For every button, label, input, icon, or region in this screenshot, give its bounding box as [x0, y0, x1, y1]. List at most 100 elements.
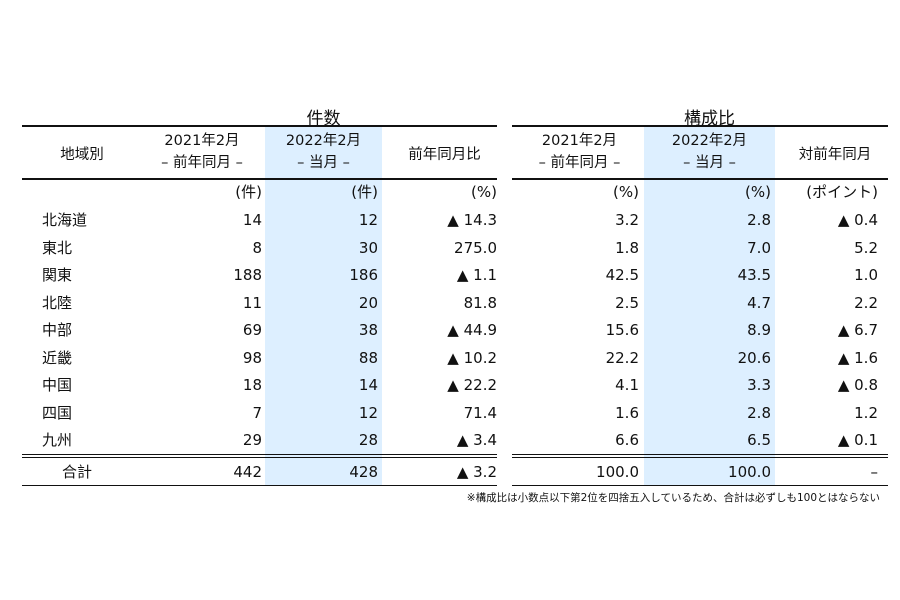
row-yoy-ratio: ▲ 14.3 — [447, 211, 497, 229]
unit-yoy: (%) — [471, 183, 497, 201]
row-ratio-diff: 1.0 — [854, 266, 878, 284]
row-curr-count: 20 — [358, 293, 378, 312]
total-rule-right-1 — [512, 454, 888, 456]
header-ratio-prev-year: 2021年2月 — [541, 133, 618, 149]
row-yoy-ratio: 275.0 — [454, 238, 497, 257]
row-ratio-prev: 15.6 — [605, 321, 639, 339]
total-rule-left-2 — [22, 457, 497, 459]
row-region-name: 中国 — [42, 376, 73, 394]
unit-ratio-diff: (ポイント) — [806, 183, 878, 201]
row-yoy-ratio: ▲ 1.1 — [456, 266, 497, 284]
header-prev-sub: – 前年同月 – — [161, 155, 243, 171]
row-ratio-diff: 2.2 — [854, 293, 878, 312]
row-ratio-prev: 6.6 — [615, 431, 639, 449]
row-ratio-curr: 20.6 — [737, 348, 771, 367]
header-rule-right — [512, 178, 888, 180]
row-prev-count: 14 — [242, 211, 262, 229]
row-ratio-curr: 4.7 — [747, 293, 771, 312]
row-curr-count: 30 — [358, 238, 378, 257]
header-region: 地域別 — [60, 147, 104, 163]
header-ratio-curr-year: 2022年2月 — [671, 133, 748, 149]
total-yoy: ▲ 3.2 — [456, 463, 497, 481]
row-region-name: 北海道 — [42, 211, 88, 229]
row-ratio-curr: 2.8 — [747, 403, 771, 422]
row-prev-count: 69 — [242, 321, 262, 339]
unit-ratio-curr: (%) — [745, 183, 771, 201]
row-curr-count: 28 — [358, 431, 378, 449]
header-curr-sub: – 当月 – — [297, 155, 350, 171]
top-rule-right — [512, 125, 888, 127]
row-ratio-curr: 3.3 — [747, 376, 771, 394]
row-ratio-diff: ▲ 0.1 — [837, 431, 878, 449]
regional-table: 件数 構成比 地域別 2021年2月 – 前年同月 – 2022年2月 – 当月… — [22, 100, 888, 504]
row-prev-count: 18 — [242, 376, 262, 394]
row-prev-count: 188 — [233, 266, 262, 284]
unit-curr-count: (件) — [351, 183, 378, 201]
row-yoy-ratio: ▲ 3.4 — [456, 431, 497, 449]
current-count-column-highlight — [265, 126, 382, 485]
row-region-name: 四国 — [42, 403, 73, 422]
row-ratio-curr: 6.5 — [747, 431, 771, 449]
row-prev-count: 98 — [242, 348, 262, 367]
row-ratio-diff: ▲ 0.4 — [837, 211, 878, 229]
row-ratio-prev: 1.6 — [615, 403, 639, 422]
top-rule-left — [22, 125, 497, 127]
header-curr-year: 2022年2月 — [285, 133, 362, 149]
row-region-name: 中部 — [42, 321, 73, 339]
total-label: 合計 — [62, 463, 93, 481]
header-prev-year: 2021年2月 — [164, 133, 240, 149]
row-ratio-diff: ▲ 1.6 — [837, 348, 878, 367]
row-yoy-ratio: ▲ 44.9 — [447, 321, 497, 339]
total-curr-count: 428 — [349, 463, 378, 481]
row-ratio-diff: 5.2 — [854, 238, 878, 257]
row-region-name: 近畿 — [42, 348, 73, 367]
row-region-name: 東北 — [42, 238, 73, 257]
row-ratio-diff: ▲ 0.8 — [837, 376, 878, 394]
row-curr-count: 14 — [358, 376, 378, 394]
row-ratio-curr: 2.8 — [747, 211, 771, 229]
footnote: ※構成比は小数点以下第2位を四捨五入しているため、合計は必ずしも100とはならな… — [466, 492, 880, 504]
header-rule-left — [22, 178, 497, 180]
row-ratio-curr: 43.5 — [737, 266, 771, 284]
row-ratio-prev: 2.5 — [615, 293, 639, 312]
group-title-count: 件数 — [306, 109, 341, 129]
row-ratio-prev: 42.5 — [605, 266, 639, 284]
group-title-ratio: 構成比 — [684, 109, 735, 129]
row-prev-count: 8 — [252, 238, 262, 257]
row-curr-count: 38 — [358, 321, 378, 339]
header-ratio-prev-sub: – 前年同月 – — [538, 155, 621, 171]
row-yoy-ratio: 71.4 — [463, 403, 497, 422]
total-ratio-prev: 100.0 — [596, 463, 639, 481]
total-prev-count: 442 — [233, 463, 262, 481]
row-prev-count: 29 — [242, 431, 262, 449]
unit-prev-count: (件) — [235, 183, 262, 201]
total-ratio-diff: – — [870, 463, 879, 481]
current-ratio-column-highlight — [644, 126, 775, 485]
row-region-name: 九州 — [42, 431, 73, 449]
unit-ratio-prev: (%) — [613, 183, 639, 201]
row-ratio-prev: 1.8 — [615, 238, 639, 257]
header-ratio-curr-sub: – 当月 – — [683, 155, 736, 171]
row-ratio-prev: 3.2 — [615, 211, 639, 229]
row-curr-count: 186 — [349, 266, 378, 284]
bottom-rule-right — [512, 485, 888, 487]
header-ratio-diff: 対前年同月 — [798, 147, 872, 163]
row-yoy-ratio: 81.8 — [463, 293, 497, 312]
row-curr-count: 88 — [358, 348, 378, 367]
row-ratio-diff: ▲ 6.7 — [837, 321, 878, 339]
total-ratio-curr: 100.0 — [728, 463, 771, 481]
row-curr-count: 12 — [358, 403, 378, 422]
row-ratio-curr: 7.0 — [747, 238, 771, 257]
row-ratio-prev: 22.2 — [605, 348, 639, 367]
row-prev-count: 7 — [252, 403, 262, 422]
row-ratio-diff: 1.2 — [854, 403, 878, 422]
row-region-name: 関東 — [42, 266, 73, 284]
header-yoy: 前年同月比 — [408, 147, 481, 163]
total-rule-left-1 — [22, 454, 497, 456]
row-yoy-ratio: ▲ 10.2 — [447, 348, 497, 367]
row-prev-count: 11 — [242, 293, 262, 312]
row-ratio-curr: 8.9 — [747, 321, 771, 339]
row-curr-count: 12 — [358, 211, 378, 229]
row-region-name: 北陸 — [42, 293, 73, 312]
bottom-rule-left — [22, 485, 497, 487]
